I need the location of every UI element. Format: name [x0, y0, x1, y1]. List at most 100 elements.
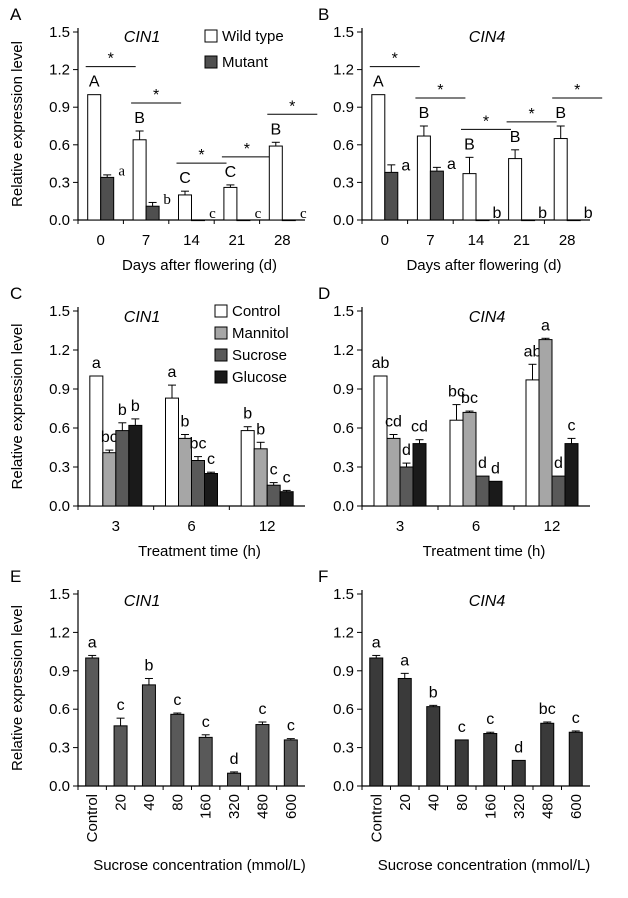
panel-c-y-tick-label-2: 0.6 — [49, 420, 70, 437]
panel-a-bar-s0-c1 — [132, 139, 147, 221]
panel-b-letter-s0-c0: A — [373, 74, 384, 91]
panel-d-letter-s1-c2: a — [541, 317, 550, 334]
panel-b-bar-s0-c4 — [553, 138, 568, 221]
panel-c-legend-swatch-1 — [214, 326, 228, 340]
panel-a-sig-star-0: * — [108, 51, 114, 68]
panel-d-letter-s0-c1: bc — [448, 384, 465, 401]
panel-c-bar-s2-c0 — [115, 430, 130, 507]
panel-f-x-tick-label-4: 160 — [482, 794, 499, 819]
panel-c-letter-s1-c0: bc — [101, 429, 118, 446]
panel-c-letter-s1-c1: b — [181, 414, 190, 431]
panel-f-x-tick-label-2: 40 — [425, 794, 442, 811]
panel-c-letter-s0-c1: a — [168, 364, 177, 381]
panel-e-y-tick-label-3: 0.9 — [49, 663, 70, 680]
panel-e-y-tick-label-2: 0.6 — [49, 701, 70, 718]
panel-a-legend-label-1: Mutant — [222, 54, 269, 71]
panel-c-bar-s3-c1 — [204, 473, 218, 507]
panel-f-bar-s0-c2 — [426, 706, 441, 787]
panel-c-y-tick-label-1: 0.3 — [49, 459, 70, 476]
panel-c-bar-s2-c2 — [266, 484, 281, 507]
panel-b-bar-s1-c2 — [475, 219, 490, 222]
panel-d-x-tick-label-0: 3 — [396, 518, 404, 535]
panel-f-x-tick-label-7: 600 — [568, 794, 585, 819]
panel-e-title: CIN1 — [124, 593, 160, 610]
panel-a-y-tick-label-1: 0.3 — [49, 174, 70, 191]
panel-b-bar-s1-c0 — [384, 171, 399, 221]
panel-c-y-tick-label-4: 1.2 — [49, 342, 70, 359]
panel-e-x-tick-label-3: 80 — [169, 794, 186, 811]
panel-c-letter-s1-c2: b — [256, 421, 265, 438]
panel-c-letter-s3-c1: c — [207, 451, 215, 468]
panel-b-x-label: Days after flowering (d) — [406, 257, 561, 274]
panel-f-letter-s0-c2: b — [429, 684, 438, 701]
panel-f-y-tick-label-5: 1.5 — [333, 586, 354, 603]
panel-c-legend-label-0: Control — [232, 303, 280, 320]
panel-a-title: CIN1 — [124, 29, 160, 46]
panel-f-title: CIN4 — [469, 593, 506, 610]
panel-a-letter-s1-c4: c — [300, 206, 307, 222]
panel-f-letter-s0-c7: c — [572, 710, 580, 727]
panel-c-y-tick-label-5: 1.5 — [49, 303, 70, 320]
panel-e: E 0.0 0.3 0.6 0.9 1.2 1.5 Relative expression l… — [9, 567, 306, 874]
panel-d-letter-s1-c0: cd — [385, 414, 402, 431]
panel-a-bar-s1-c1 — [145, 205, 160, 221]
panel-b-sig-star-0: * — [392, 51, 398, 68]
panel-d-x-tick-label-1: 6 — [472, 518, 480, 535]
panel-d-y-tick-label-3: 0.9 — [333, 381, 354, 398]
panel-f-bar-s0-c0 — [369, 657, 384, 787]
panel-e-x-tick-label-6: 480 — [254, 794, 271, 819]
panel-a-letter-s0-c1: B — [134, 110, 145, 127]
panel-c-title: CIN1 — [124, 309, 160, 326]
panel-a-letter-s0-c3: C — [225, 164, 237, 181]
panel-c-letter-s3-c0: b — [131, 398, 140, 415]
panel-d-y-tick-label-2: 0.6 — [333, 420, 354, 437]
panel-e-letter-s0-c4: c — [202, 714, 210, 731]
panel-f-letter-s0-c6: bc — [539, 701, 556, 718]
panel-b-y-tick-label-2: 0.6 — [333, 137, 354, 154]
panel-a-x-tick-label-0: 0 — [97, 232, 105, 249]
panel-c-letter-s2-c0: b — [118, 402, 127, 419]
panel-c-bar-s0-c0 — [89, 375, 104, 507]
panel-b-letter-s0-c4: B — [555, 105, 566, 122]
panel-c-y-tick-label-3: 0.9 — [49, 381, 70, 398]
panel-a-legend-label-0: Wild type — [222, 28, 284, 45]
panel-b-letter-s0-c1: B — [419, 105, 430, 122]
panel-e-bar-s0-c5 — [227, 772, 242, 787]
panel-c-bar-s2-c1 — [191, 460, 205, 507]
panel-f-bar-s0-c1 — [397, 677, 412, 787]
panel-d-bar-s2-c2 — [551, 475, 566, 507]
panel-b-bar-s0-c0 — [371, 94, 386, 221]
panel-a-x-tick-label-2: 14 — [183, 232, 200, 249]
panel-c-letter-s0-c0: a — [92, 355, 101, 372]
panel-f-letter-s0-c4: c — [486, 711, 494, 728]
panel-b-letter-s0-c3: B — [510, 129, 521, 146]
panel-e-bar-s0-c0 — [85, 657, 100, 787]
panel-a-letter: A — [10, 5, 22, 24]
panel-c-x-tick-label-1: 6 — [187, 518, 195, 535]
panel-e-x-tick-label-0: Control — [84, 794, 101, 842]
panel-b-y-tick-label-5: 1.5 — [333, 24, 354, 41]
panel-d-bar-s3-c2 — [564, 443, 579, 507]
panel-e-y-tick-label-1: 0.3 — [49, 740, 70, 757]
panel-d-bar-s2-c0 — [399, 466, 414, 507]
panel-f: F 0.0 0.3 0.6 0.9 1.2 1.5 CIN4 Control a 20 a 40 b 80 c… — [318, 567, 590, 874]
panel-d-bar-s1-c2 — [538, 339, 553, 507]
panel-b-x-tick-label-4: 28 — [559, 232, 576, 249]
panel-e-y-tick-label-4: 1.2 — [49, 624, 70, 641]
panel-b-x-tick-label-2: 14 — [468, 232, 485, 249]
panel-c-x-label: Treatment time (h) — [138, 543, 261, 560]
panel-e-letter-s0-c1: c — [117, 697, 125, 714]
panel-c-legend-label-2: Sucrose — [232, 347, 287, 364]
panel-f-y-tick-label-3: 0.9 — [333, 663, 354, 680]
panel-b-letter-s0-c2: B — [464, 136, 475, 153]
panel-a-bar-s1-c3 — [236, 219, 251, 222]
panel-a-y-tick-label-5: 1.5 — [49, 24, 70, 41]
panel-f-bar-s0-c4 — [483, 733, 498, 787]
panel-b-y-tick-label-4: 1.2 — [333, 62, 354, 79]
panel-c-letter: C — [10, 284, 22, 303]
panel-a-sig-star-3: * — [244, 141, 250, 158]
panel-e-letter-s0-c2: b — [144, 657, 153, 674]
panel-c-legend: Control Mannitol Sucrose Glucose — [214, 303, 289, 386]
panel-a-bar-s1-c4 — [281, 219, 296, 222]
